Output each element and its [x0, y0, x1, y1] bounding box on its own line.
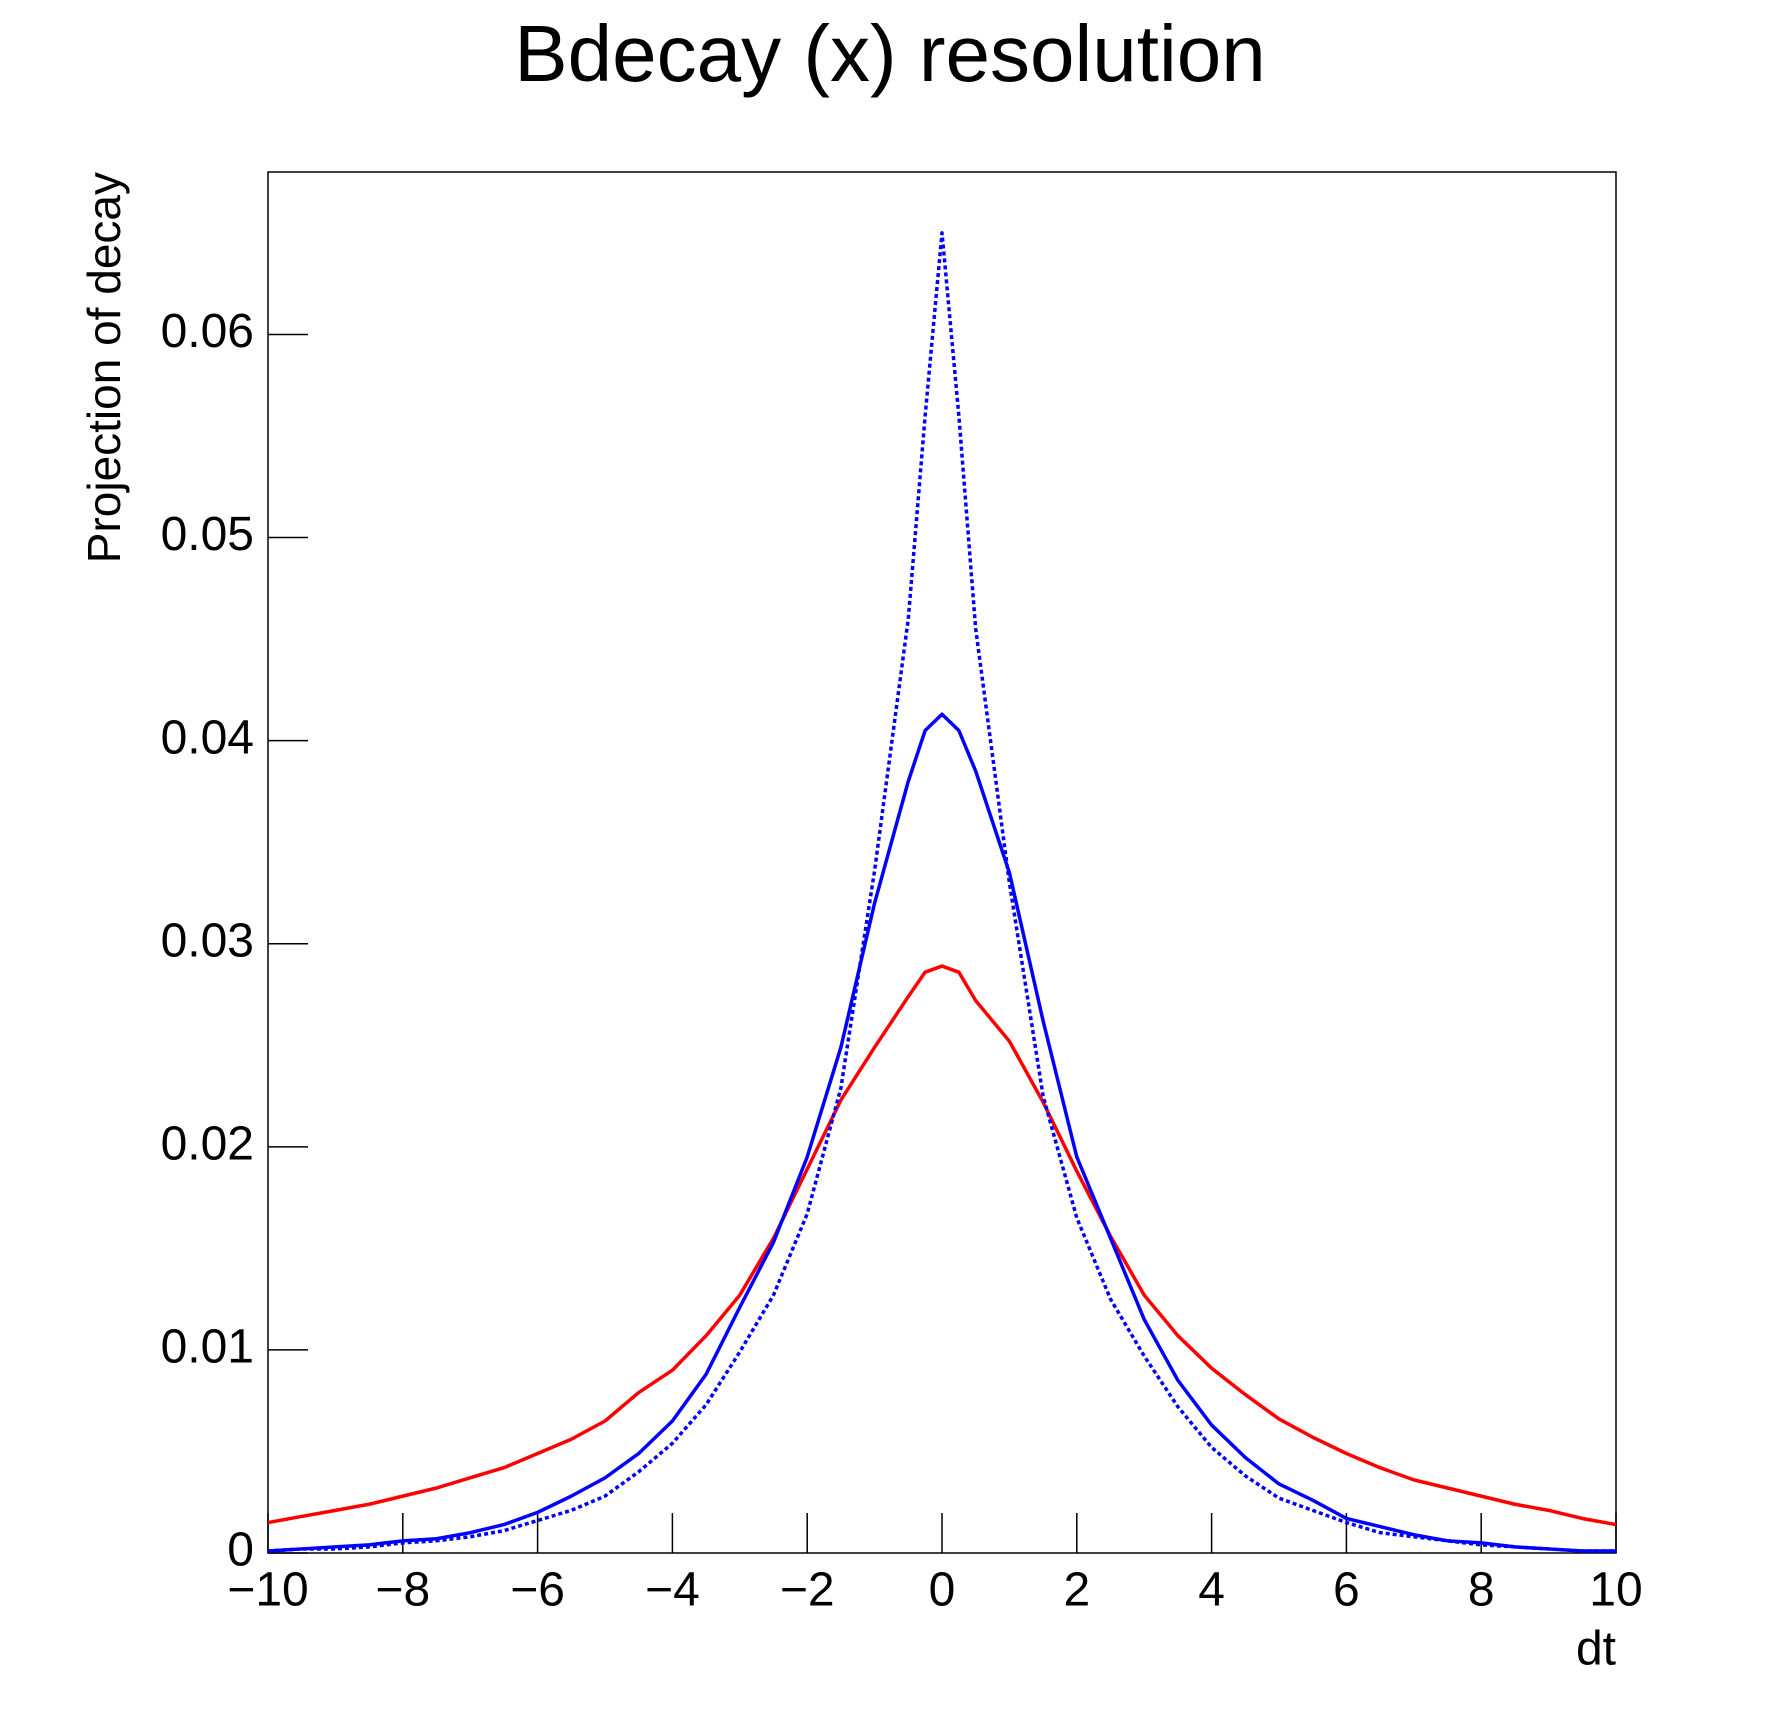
x-tick-label: −8	[375, 1564, 430, 1617]
x-tick-label: 10	[1589, 1564, 1642, 1617]
series-line	[267, 964, 1617, 1527]
x-tick-label: 0	[929, 1564, 956, 1617]
y-tick-label: 0.03	[161, 914, 254, 967]
y-tick-label: 0.04	[161, 711, 254, 764]
y-tick-label: 0.05	[161, 508, 254, 561]
x-tick-label: −2	[780, 1564, 835, 1617]
x-tick-label: −6	[510, 1564, 565, 1617]
x-tick-label: −4	[645, 1564, 700, 1617]
x-tick-label: 2	[1063, 1564, 1090, 1617]
y-tick-label: 0	[227, 1524, 254, 1577]
y-tick-label: 0.02	[161, 1117, 254, 1170]
chart-title: Bdecay (x) resolution	[514, 9, 1265, 98]
x-tick-label: 4	[1198, 1564, 1225, 1617]
plot-frame	[267, 171, 1617, 1554]
series-line	[267, 712, 1616, 1553]
x-tick-label: 6	[1333, 1564, 1360, 1617]
y-tick-label: 0.06	[161, 305, 254, 358]
x-tick-label: −10	[227, 1564, 308, 1617]
x-tick-label: 8	[1468, 1564, 1495, 1617]
y-tick-label: 0.01	[161, 1321, 254, 1374]
y-axis-label: Projection of decay	[78, 172, 130, 563]
x-axis-label: dt	[1576, 1623, 1616, 1676]
series-line	[267, 231, 1616, 1553]
